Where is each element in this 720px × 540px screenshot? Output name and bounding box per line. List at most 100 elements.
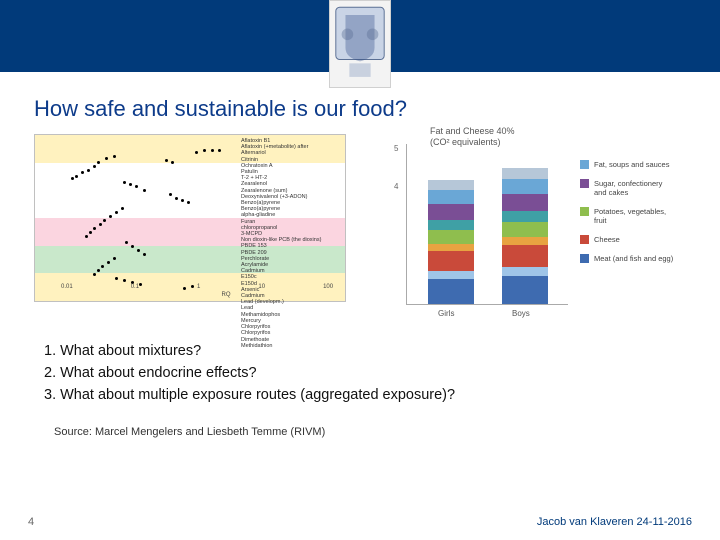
data-point bbox=[97, 161, 100, 164]
data-point bbox=[115, 211, 118, 214]
legend: Fat, soups and sauces Sugar, confectioner… bbox=[580, 160, 674, 273]
logo-coat-of-arms bbox=[329, 0, 391, 88]
data-point bbox=[175, 197, 178, 200]
bar-segment bbox=[502, 168, 548, 179]
legend-label: Sugar, confectionery and cakes bbox=[594, 179, 674, 197]
data-point bbox=[121, 207, 124, 210]
legend-label: Cheese bbox=[594, 235, 620, 244]
legend-label: Fat, soups and sauces bbox=[594, 160, 669, 169]
question-2: 2. What about endocrine effects? bbox=[44, 362, 720, 384]
rc-title-2: (CO² equivalents) bbox=[430, 137, 501, 147]
data-point bbox=[131, 245, 134, 248]
question-3: 3. What about multiple exposure routes (… bbox=[44, 384, 720, 406]
data-point bbox=[218, 149, 221, 152]
data-point bbox=[87, 169, 90, 172]
legend-item: Potatoes, vegetables, fruit bbox=[580, 207, 674, 225]
bar-segment bbox=[428, 204, 474, 220]
left-chart: Aflatoxin B1Aflatoxin (+metabolite) afte… bbox=[34, 134, 346, 302]
right-chart-title: Fat and Cheese 40% (CO² equivalents) bbox=[430, 126, 515, 148]
bar-segment bbox=[502, 194, 548, 211]
data-point bbox=[109, 215, 112, 218]
data-point bbox=[113, 257, 116, 260]
bar-segment bbox=[502, 276, 548, 304]
x-axis bbox=[406, 304, 568, 305]
data-point bbox=[81, 171, 84, 174]
x-tick: 1 bbox=[197, 284, 200, 290]
question-list: 1. What about mixtures? 2. What about en… bbox=[0, 324, 720, 406]
data-point bbox=[123, 279, 126, 282]
legend-label: Meat (and fish and egg) bbox=[594, 254, 673, 263]
x-category-label: Boys bbox=[512, 309, 530, 318]
data-point bbox=[195, 151, 198, 154]
data-point bbox=[187, 201, 190, 204]
data-point bbox=[165, 159, 168, 162]
data-point bbox=[85, 235, 88, 238]
legend-swatch bbox=[580, 235, 589, 244]
data-point bbox=[143, 253, 146, 256]
legend-swatch bbox=[580, 179, 589, 188]
bar-segment bbox=[502, 237, 548, 245]
source-line: Source: Marcel Mengelers and Liesbeth Te… bbox=[0, 406, 720, 438]
right-chart: Fat and Cheese 40% (CO² equivalents) 54 … bbox=[354, 134, 674, 324]
data-point bbox=[211, 149, 214, 152]
legend-item: Sugar, confectionery and cakes bbox=[580, 179, 674, 197]
data-point bbox=[135, 185, 138, 188]
legend-label: Potatoes, vegetables, fruit bbox=[594, 207, 674, 225]
bar-segment bbox=[428, 180, 474, 190]
data-point bbox=[123, 181, 126, 184]
legend-item: Fat, soups and sauces bbox=[580, 160, 674, 169]
data-point bbox=[113, 155, 116, 158]
header-banner bbox=[0, 0, 720, 72]
page-number: 4 bbox=[28, 516, 34, 528]
bar-segment bbox=[428, 220, 474, 230]
data-point bbox=[75, 175, 78, 178]
bar-segment bbox=[428, 230, 474, 244]
data-point bbox=[129, 183, 132, 186]
bar-segment bbox=[428, 271, 474, 279]
author-date: Jacob van Klaveren 24-11-2016 bbox=[537, 516, 692, 528]
data-point bbox=[203, 149, 206, 152]
data-point bbox=[137, 249, 140, 252]
data-point bbox=[101, 265, 104, 268]
x-tick: 10 bbox=[258, 284, 265, 290]
data-point bbox=[71, 177, 74, 180]
y-tick: 4 bbox=[394, 182, 398, 191]
bar-segment bbox=[502, 222, 548, 237]
data-point bbox=[125, 241, 128, 244]
data-point bbox=[105, 157, 108, 160]
stacked-bar bbox=[428, 180, 474, 304]
legend-swatch bbox=[580, 254, 589, 263]
bar-segment bbox=[428, 251, 474, 271]
bar-segment bbox=[502, 245, 548, 267]
legend-item: Meat (and fish and egg) bbox=[580, 254, 674, 263]
data-point bbox=[107, 261, 110, 264]
bar-segment bbox=[502, 211, 548, 222]
data-point bbox=[93, 165, 96, 168]
legend-swatch bbox=[580, 207, 589, 216]
x-axis-label: RQ bbox=[61, 292, 391, 298]
bar-segment bbox=[428, 244, 474, 251]
data-point bbox=[143, 189, 146, 192]
rc-title-1: Fat and Cheese 40% bbox=[430, 126, 515, 136]
x-tick: 100 bbox=[323, 284, 333, 290]
bar-segment bbox=[502, 179, 548, 194]
data-point bbox=[89, 231, 92, 234]
x-category-label: Girls bbox=[438, 309, 454, 318]
bar-segment bbox=[502, 267, 548, 276]
y-tick: 5 bbox=[394, 144, 398, 153]
substance-label: Methidathion bbox=[241, 343, 341, 349]
data-point bbox=[93, 273, 96, 276]
stacked-bar bbox=[502, 168, 548, 304]
x-tick: 0.1 bbox=[131, 284, 139, 290]
legend-swatch bbox=[580, 160, 589, 169]
x-tick: 0.01 bbox=[61, 284, 73, 290]
data-point bbox=[169, 193, 172, 196]
bar-segment bbox=[428, 279, 474, 304]
data-point bbox=[93, 227, 96, 230]
data-point bbox=[103, 219, 106, 222]
data-point bbox=[181, 199, 184, 202]
y-axis bbox=[406, 144, 407, 304]
charts-row: Aflatoxin B1Aflatoxin (+metabolite) afte… bbox=[0, 122, 720, 324]
bar-segment bbox=[428, 190, 474, 204]
question-1: 1. What about mixtures? bbox=[44, 340, 720, 362]
